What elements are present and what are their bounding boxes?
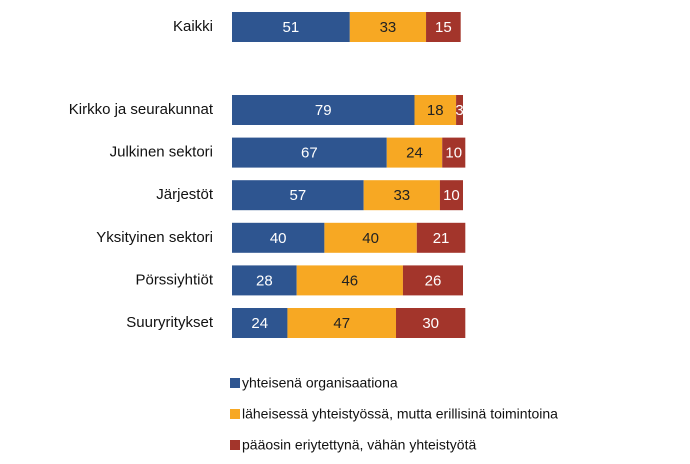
data-label: 47 <box>333 315 350 332</box>
legend-label: pääosin eriytettynä, vähän yhteistyötä <box>242 437 476 453</box>
bar-segment <box>402 265 463 296</box>
data-label: 10 <box>443 187 460 204</box>
legend-label: yhteisenä organisaationa <box>242 375 398 391</box>
bar-segment <box>232 222 325 253</box>
data-label: 46 <box>341 272 358 289</box>
legend-swatch <box>230 409 240 419</box>
bar-segment <box>296 265 403 296</box>
data-label: 21 <box>433 230 450 247</box>
data-label: 3 <box>455 102 463 119</box>
bar-segment <box>349 12 427 42</box>
data-label: 33 <box>393 187 410 204</box>
category-label: Kirkko ja seurakunnat <box>69 101 214 118</box>
data-label: 51 <box>283 19 300 36</box>
bar-segment <box>232 12 350 42</box>
data-label: 28 <box>256 272 273 289</box>
bar-segment <box>456 95 463 125</box>
bar-segment <box>232 308 288 338</box>
bar-segment <box>396 308 466 338</box>
legend-label: läheisessä yhteistyössä, mutta erillisin… <box>242 406 558 422</box>
bar-segment <box>442 137 466 168</box>
bar-segment <box>363 180 440 211</box>
data-label: 30 <box>422 315 439 332</box>
bar-segment <box>232 180 364 211</box>
data-label: 10 <box>445 145 462 162</box>
data-label: 40 <box>362 230 379 247</box>
bar-segment <box>324 222 417 253</box>
data-label: 79 <box>315 102 332 119</box>
category-label: Julkinen sektori <box>110 144 213 161</box>
bar-segment <box>416 222 466 253</box>
category-label: Järjestöt <box>156 186 214 203</box>
data-label: 33 <box>380 19 397 36</box>
data-label: 67 <box>301 145 318 162</box>
bar-segment <box>386 137 443 168</box>
data-label: 57 <box>289 187 306 204</box>
bar-segment <box>232 137 387 168</box>
data-label: 15 <box>435 19 452 36</box>
bar-segment <box>232 95 415 125</box>
data-label: 18 <box>427 102 444 119</box>
category-label: Yksityinen sektori <box>96 229 213 246</box>
data-label: 24 <box>406 145 423 162</box>
category-label: Kaikki <box>173 18 213 35</box>
data-label: 40 <box>270 230 287 247</box>
category-label: Suuryritykset <box>126 314 214 331</box>
bar-segment <box>414 95 457 125</box>
legend-swatch <box>230 440 240 450</box>
category-label: Pörssiyhtiöt <box>135 271 213 288</box>
bar-segment <box>426 12 461 42</box>
bar-segment <box>287 308 397 338</box>
legend-swatch <box>230 378 240 388</box>
data-label: 26 <box>425 272 442 289</box>
bar-segment <box>232 265 297 296</box>
bar-segment <box>439 180 463 211</box>
data-label: 24 <box>251 315 268 332</box>
